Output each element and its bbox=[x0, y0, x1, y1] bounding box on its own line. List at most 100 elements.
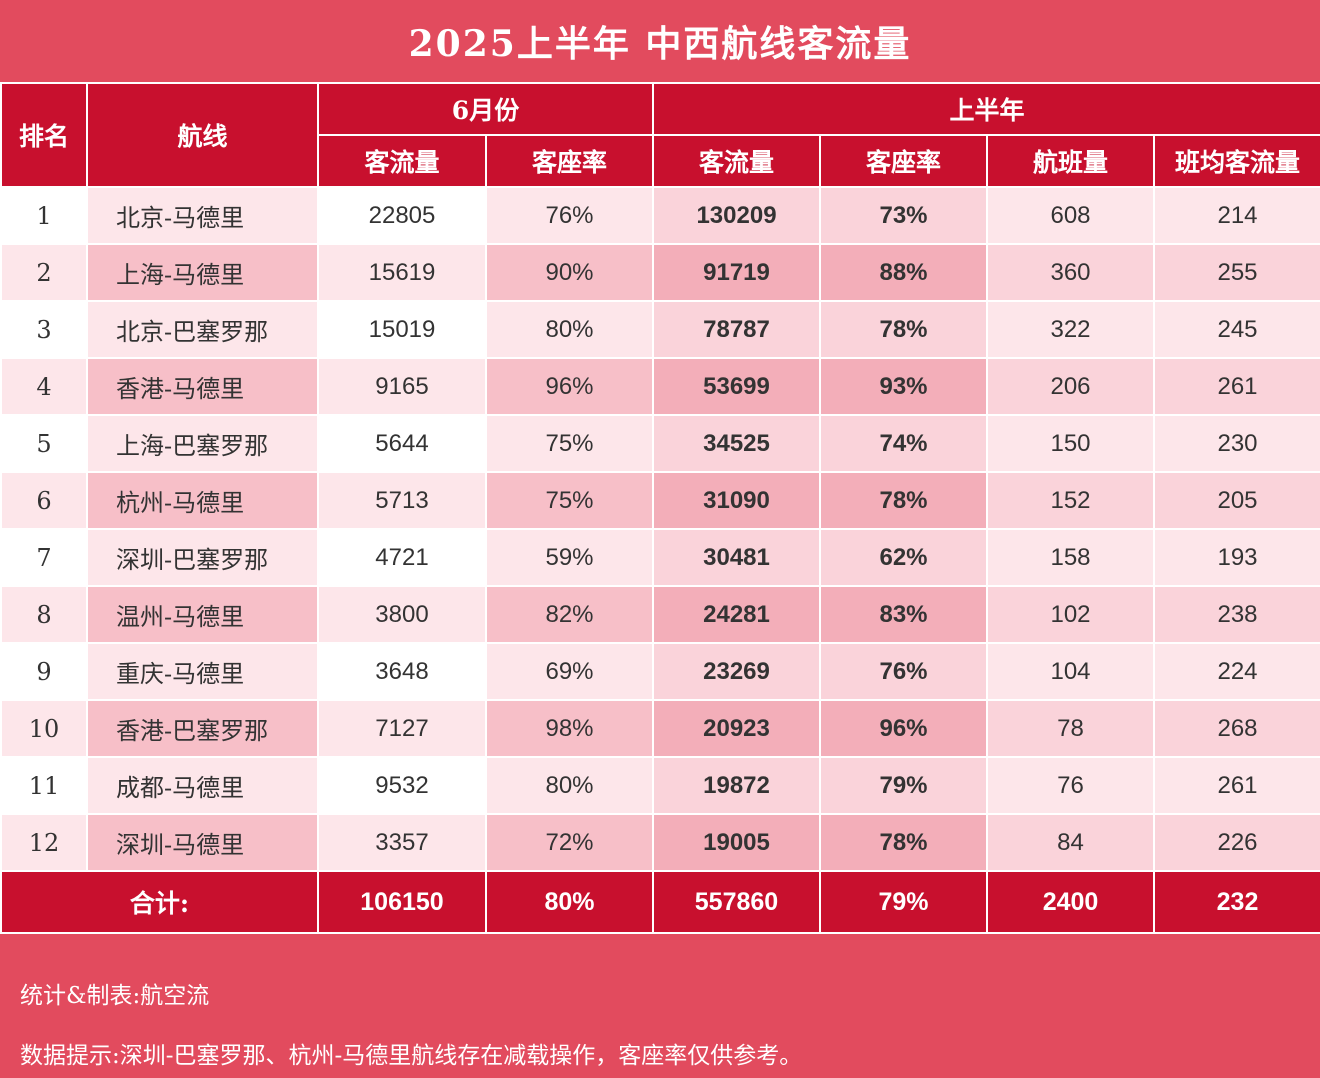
cell-h1-pax: 130209 bbox=[652, 186, 821, 245]
cell-flights: 608 bbox=[986, 186, 1155, 245]
cell-avg: 238 bbox=[1152, 585, 1320, 644]
total-label: 合计: bbox=[0, 870, 319, 934]
cell-route: 北京-马德里 bbox=[86, 186, 319, 245]
cell-june-load: 96% bbox=[485, 357, 654, 416]
cell-h1-load: 62% bbox=[819, 528, 988, 587]
total-flights: 2400 bbox=[986, 870, 1155, 934]
cell-h1-load: 74% bbox=[819, 414, 988, 473]
cell-h1-load: 76% bbox=[819, 642, 988, 701]
table-body: 1 北京-马德里 22805 76% 130209 73% 608 214 2 上海-马德里 156… bbox=[0, 186, 1320, 872]
cell-route: 上海-马德里 bbox=[86, 243, 319, 302]
cell-june-load: 72% bbox=[485, 813, 654, 872]
cell-h1-load: 96% bbox=[819, 699, 988, 758]
cell-route: 重庆-马德里 bbox=[86, 642, 319, 701]
header-rank: 排名 bbox=[0, 82, 88, 188]
cell-avg: 214 bbox=[1152, 186, 1320, 245]
cell-june-pax: 15019 bbox=[317, 300, 487, 359]
cell-avg: 230 bbox=[1152, 414, 1320, 473]
cell-h1-load: 78% bbox=[819, 471, 988, 530]
page-title: 2025上半年 中西航线客流量 bbox=[408, 23, 912, 65]
cell-avg: 268 bbox=[1152, 699, 1320, 758]
cell-june-pax: 3357 bbox=[317, 813, 487, 872]
cell-route: 杭州-马德里 bbox=[86, 471, 319, 530]
cell-route: 香港-巴塞罗那 bbox=[86, 699, 319, 758]
cell-route: 成都-马德里 bbox=[86, 756, 319, 815]
header-h1-pax: 客流量 bbox=[652, 134, 821, 188]
cell-june-load: 80% bbox=[485, 300, 654, 359]
cell-flights: 322 bbox=[986, 300, 1155, 359]
cell-june-pax: 9532 bbox=[317, 756, 487, 815]
table-row: 8 温州-马德里 3800 82% 24281 83% 102 238 bbox=[0, 585, 1320, 644]
cell-june-load: 69% bbox=[485, 642, 654, 701]
cell-june-pax: 3648 bbox=[317, 642, 487, 701]
total-h1-load: 79% bbox=[819, 870, 988, 934]
header-h1-flights: 航班量 bbox=[986, 134, 1155, 188]
cell-h1-pax: 20923 bbox=[652, 699, 821, 758]
cell-flights: 150 bbox=[986, 414, 1155, 473]
header-route: 航线 bbox=[86, 82, 319, 188]
cell-rank: 12 bbox=[0, 813, 88, 872]
cell-route: 上海-巴塞罗那 bbox=[86, 414, 319, 473]
total-avg: 232 bbox=[1152, 870, 1320, 934]
cell-h1-load: 78% bbox=[819, 813, 988, 872]
cell-june-load: 98% bbox=[485, 699, 654, 758]
cell-rank: 9 bbox=[0, 642, 88, 701]
header-june-pax: 客流量 bbox=[317, 134, 487, 188]
header-h1-group: 上半年 bbox=[651, 82, 1320, 136]
cell-h1-load: 73% bbox=[819, 186, 988, 245]
total-june-load: 80% bbox=[485, 870, 654, 934]
header-h1-avg: 班均客流量 bbox=[1152, 134, 1320, 188]
cell-avg: 193 bbox=[1152, 528, 1320, 587]
table-row: 9 重庆-马德里 3648 69% 23269 76% 104 224 bbox=[0, 642, 1320, 701]
cell-h1-pax: 53699 bbox=[652, 357, 821, 416]
cell-june-load: 75% bbox=[485, 414, 654, 473]
table-row: 10 香港-巴塞罗那 7127 98% 20923 96% 78 268 bbox=[0, 699, 1320, 758]
cell-rank: 2 bbox=[0, 243, 88, 302]
footer-note: 数据提示:深圳-巴塞罗那、杭州-马德里航线存在减载操作，客座率仅供参考。 bbox=[20, 1043, 803, 1069]
cell-june-pax: 5713 bbox=[317, 471, 487, 530]
cell-route: 深圳-巴塞罗那 bbox=[86, 528, 319, 587]
cell-june-pax: 3800 bbox=[317, 585, 487, 644]
cell-june-load: 80% bbox=[485, 756, 654, 815]
cell-june-pax: 9165 bbox=[317, 357, 487, 416]
cell-avg: 205 bbox=[1152, 471, 1320, 530]
cell-rank: 8 bbox=[0, 585, 88, 644]
table-row: 2 上海-马德里 15619 90% 91719 88% 360 255 bbox=[0, 243, 1320, 302]
cell-flights: 158 bbox=[986, 528, 1155, 587]
cell-june-load: 59% bbox=[485, 528, 654, 587]
cell-avg: 245 bbox=[1152, 300, 1320, 359]
cell-h1-pax: 19872 bbox=[652, 756, 821, 815]
cell-h1-load: 88% bbox=[819, 243, 988, 302]
cell-avg: 255 bbox=[1152, 243, 1320, 302]
cell-flights: 76 bbox=[986, 756, 1155, 815]
passenger-table: 排名 航线 6月份 上半年 客流量 客座率 客流量 客座率 航班量 班均客流量 … bbox=[0, 82, 1320, 934]
cell-h1-pax: 31090 bbox=[652, 471, 821, 530]
cell-flights: 360 bbox=[986, 243, 1155, 302]
header-h1-load: 客座率 bbox=[819, 134, 988, 188]
cell-rank: 3 bbox=[0, 300, 88, 359]
cell-flights: 84 bbox=[986, 813, 1155, 872]
cell-avg: 261 bbox=[1152, 357, 1320, 416]
cell-h1-load: 83% bbox=[819, 585, 988, 644]
cell-h1-pax: 78787 bbox=[652, 300, 821, 359]
cell-flights: 152 bbox=[986, 471, 1155, 530]
cell-h1-pax: 91719 bbox=[652, 243, 821, 302]
cell-h1-load: 79% bbox=[819, 756, 988, 815]
cell-route: 香港-马德里 bbox=[86, 357, 319, 416]
cell-avg: 226 bbox=[1152, 813, 1320, 872]
table-row: 6 杭州-马德里 5713 75% 31090 78% 152 205 bbox=[0, 471, 1320, 530]
cell-flights: 102 bbox=[986, 585, 1155, 644]
cell-rank: 1 bbox=[0, 186, 88, 245]
table-row: 7 深圳-巴塞罗那 4721 59% 30481 62% 158 193 bbox=[0, 528, 1320, 587]
cell-h1-pax: 23269 bbox=[652, 642, 821, 701]
cell-flights: 78 bbox=[986, 699, 1155, 758]
cell-avg: 224 bbox=[1152, 642, 1320, 701]
cell-june-pax: 5644 bbox=[317, 414, 487, 473]
cell-h1-pax: 24281 bbox=[652, 585, 821, 644]
header-row-columns: 客流量 客座率 客流量 客座率 航班量 班均客流量 bbox=[1, 134, 1320, 188]
cell-june-pax: 22805 bbox=[317, 186, 487, 245]
cell-h1-load: 93% bbox=[819, 357, 988, 416]
cell-june-pax: 15619 bbox=[317, 243, 487, 302]
table-row: 5 上海-巴塞罗那 5644 75% 34525 74% 150 230 bbox=[0, 414, 1320, 473]
